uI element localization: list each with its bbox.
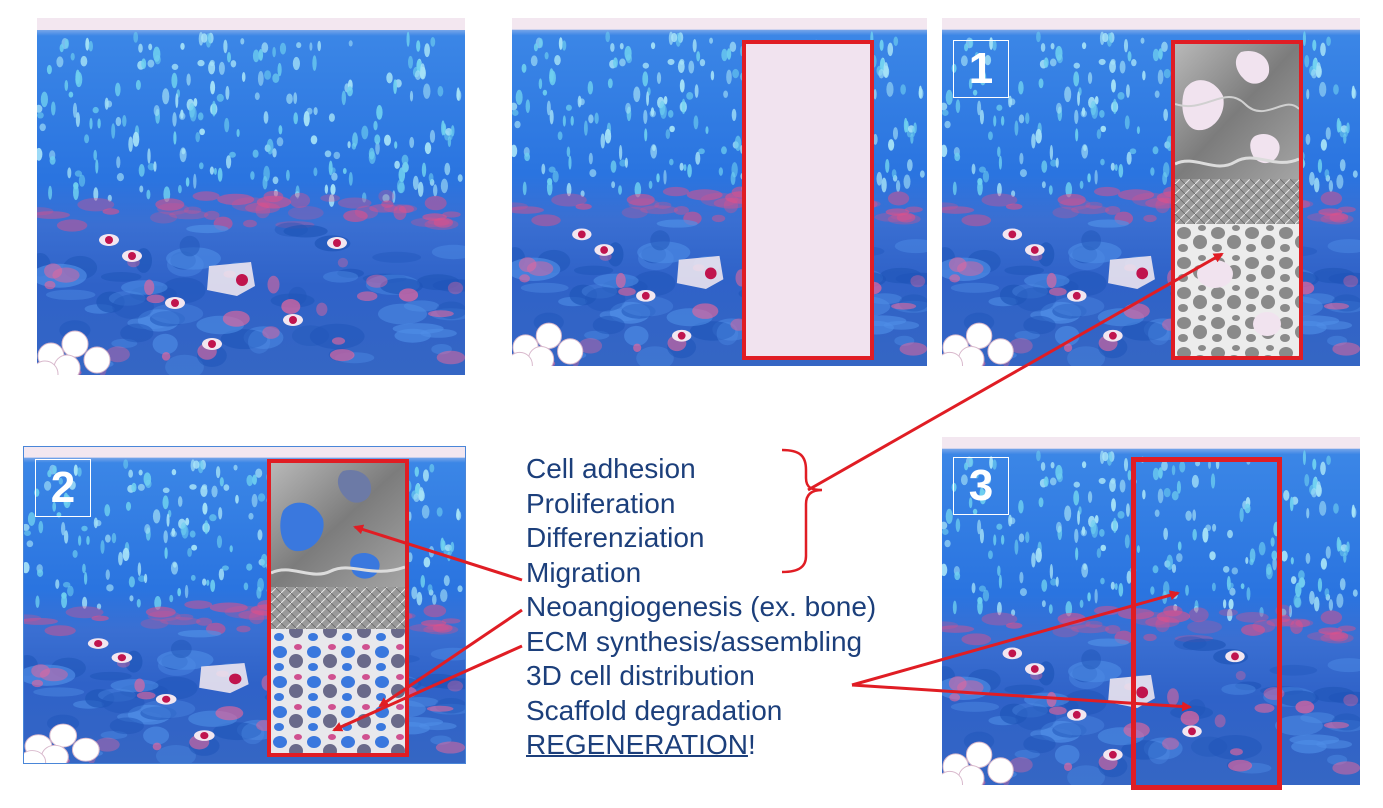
process-step: Migration (526, 556, 642, 588)
exclamation: ! (747, 729, 756, 760)
process-step: Cell adhesion (526, 453, 696, 484)
tissue-image (37, 18, 465, 375)
step-badge: 2 (35, 459, 91, 517)
panel-step-2: 2 (23, 446, 466, 764)
scaffold-image (271, 463, 405, 753)
regeneration-word: REGENERATION (526, 729, 748, 760)
regenerated-region (1131, 457, 1282, 790)
process-step: 3D cell distribution (526, 660, 755, 691)
panel-original (37, 18, 465, 375)
scaffold-region (267, 459, 409, 757)
scaffold-image (1175, 44, 1299, 356)
final-step: REGENERATION! (526, 728, 876, 763)
process-step: Proliferation (526, 487, 676, 519)
panel-step-1: 1 (942, 18, 1360, 366)
defect-region (742, 40, 874, 360)
panel-empty-scaffold (512, 18, 927, 366)
step-badge: 3 (953, 457, 1009, 515)
process-step: ECM synthesis/assembling (526, 625, 863, 657)
step-badge: 1 (953, 40, 1009, 98)
process-step: Differenziation (526, 522, 705, 553)
process-steps-list: Cell adhesion Proliferation Differenziat… (526, 452, 876, 763)
process-step: Neoangiogenesis (ex. bone) (526, 591, 877, 622)
process-step: Scaffold degradation (526, 694, 783, 726)
scaffold-region (1171, 40, 1303, 360)
